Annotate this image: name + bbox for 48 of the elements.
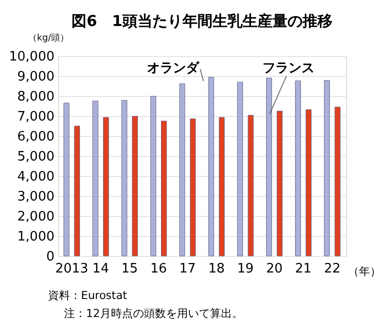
bar (160, 120, 167, 256)
x-tick-label: 19 (237, 262, 254, 276)
bar (74, 126, 80, 256)
bar (218, 117, 225, 256)
bar (306, 109, 312, 256)
x-tick-label: 14 (92, 262, 109, 276)
x-tick-label: 18 (208, 262, 225, 276)
bar (64, 102, 70, 256)
x-tick-label: 16 (150, 262, 167, 276)
bar (276, 110, 283, 256)
bar (334, 106, 340, 256)
bar (208, 76, 214, 256)
y-tick-label: 5,000 (17, 150, 54, 164)
bar (266, 78, 272, 256)
text: 注：12月時点の頭数を用いて算出。 (64, 307, 243, 320)
y-tick-label: 8,000 (17, 90, 54, 104)
text: 資料：Eurostat (48, 289, 128, 302)
y-tick-label: 0 (46, 250, 54, 264)
y-tick-label: 2,000 (17, 210, 54, 224)
y-tick-label: 4,000 (17, 170, 54, 184)
x-tick-label: 17 (179, 262, 196, 276)
bar (324, 80, 330, 256)
y-tick-label: 9,000 (17, 70, 54, 84)
bar (150, 96, 156, 256)
text: フランス (262, 61, 314, 76)
bar (237, 82, 244, 256)
bar (248, 114, 254, 256)
series-label: オランダ (147, 61, 200, 76)
x-tick-label: 21 (295, 262, 312, 276)
bar (190, 118, 196, 256)
y-tick-label: 1,000 (17, 230, 54, 244)
bar (132, 116, 138, 256)
x-tick-label: 22 (324, 262, 341, 276)
y-tick-label: 3,000 (17, 190, 54, 204)
chart-title: 図6 1頭当たり年間生乳生産量の推移 (72, 12, 332, 30)
y-axis-title: （kg/頭） (28, 34, 69, 44)
x-tick-label: 20 (266, 262, 283, 276)
y-tick-label: 6,000 (17, 130, 54, 144)
x-tick-label: 15 (121, 262, 138, 276)
bar (295, 80, 301, 256)
y-tick-label: 10,000 (9, 50, 54, 64)
bar (103, 117, 109, 256)
y-tick-label: 7,000 (17, 110, 54, 124)
bar (92, 100, 98, 256)
bar (179, 84, 186, 256)
bar (121, 100, 128, 256)
x-tick-label: 2013 (55, 262, 88, 276)
x-axis-title: （年） (348, 265, 380, 278)
